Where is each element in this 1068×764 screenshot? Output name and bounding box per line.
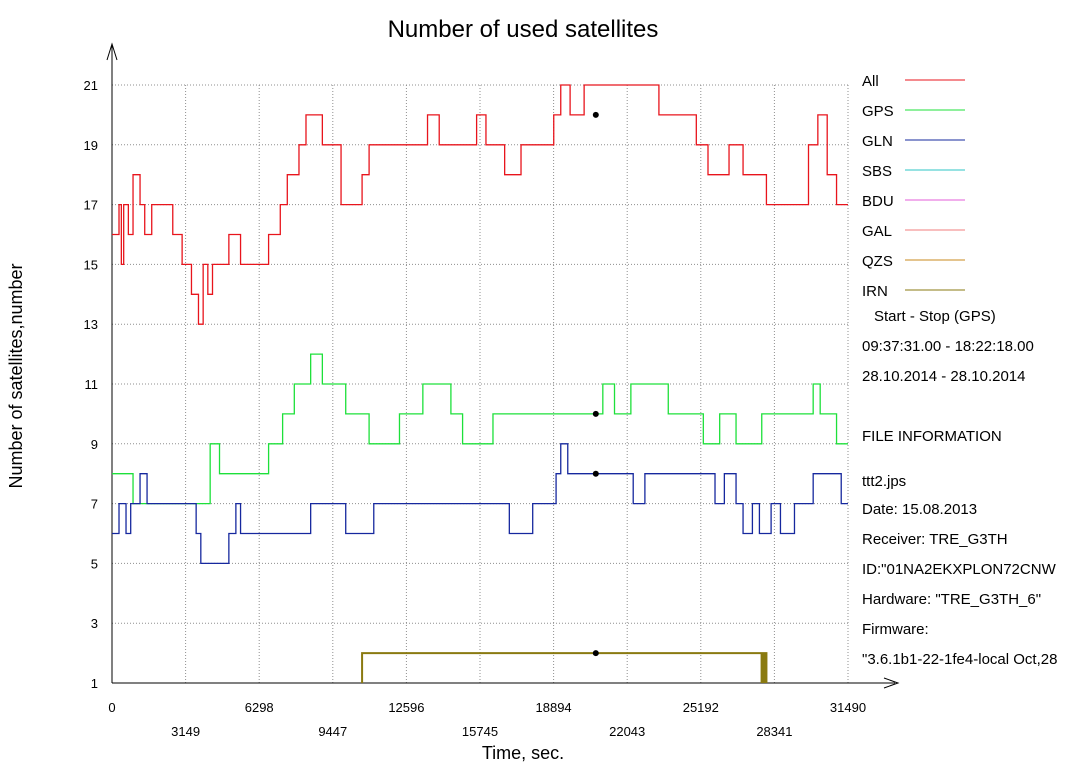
y-tick-label: 3	[91, 616, 98, 631]
y-axis-arrow	[106, 42, 118, 61]
marker-dot	[592, 470, 599, 477]
series-gps-line	[112, 353, 848, 505]
y-tick-label: 13	[84, 317, 98, 332]
y-tick-label: 7	[91, 497, 98, 512]
x-tick-label: 31490	[830, 700, 866, 715]
y-tick-label: 1	[91, 676, 98, 691]
chart-title: Number of used satellites	[388, 16, 659, 43]
legend-label-gal: GAL	[862, 223, 892, 240]
series-gal-line	[361, 652, 768, 683]
file-date: Date: 15.08.2013	[862, 501, 977, 518]
y-tick-label: 19	[84, 138, 98, 153]
x-tick-labels: 0 6298 12596 18894 25192 31490 3149 9447 15745 22…	[108, 700, 866, 739]
y-tick-label: 5	[91, 556, 98, 571]
y-axis-label: Number of satellites,number	[6, 263, 26, 488]
x-tick-label: 0	[108, 700, 115, 715]
file-info-header: FILE INFORMATION	[862, 428, 1002, 445]
receiver: Receiver: TRE_G3TH	[862, 531, 1008, 548]
y-tick-label: 15	[84, 257, 98, 272]
range-header: Start - Stop (GPS)	[874, 308, 996, 325]
grid	[112, 84, 849, 683]
y-tick-label: 11	[85, 377, 99, 392]
legend-label-irn: IRN	[862, 283, 888, 300]
axes	[106, 42, 900, 689]
info-panel: Start - Stop (GPS) 09:37:31.00 - 18:22:1…	[862, 308, 1057, 668]
marker-dot	[592, 111, 599, 118]
x-tick-label: 3149	[171, 724, 200, 739]
hardware: Hardware: "TRE_G3TH_6"	[862, 591, 1041, 608]
marker-dot	[592, 650, 599, 657]
firmware-value: "3.6.1b1-22-1fe4-local Oct,28	[862, 651, 1057, 668]
x-tick-label: 22043	[609, 724, 645, 739]
file-name: ttt2.jps	[862, 473, 906, 490]
series-all-line	[112, 84, 848, 325]
legend-label-sbs: SBS	[862, 163, 892, 180]
receiver-id: ID:"01NA2EKXPLON72CNW	[862, 561, 1057, 578]
legend-label-gln: GLN	[862, 133, 893, 150]
x-tick-label: 12596	[388, 700, 424, 715]
series-lines	[112, 84, 848, 683]
x-tick-label: 18894	[536, 700, 572, 715]
x-tick-label: 9447	[318, 724, 347, 739]
series-irn-line	[361, 652, 768, 683]
legend-label-qzs: QZS	[862, 253, 893, 270]
marker-dot	[592, 410, 599, 417]
legend-label-bdu: BDU	[862, 193, 894, 210]
x-tick-label: 6298	[245, 700, 274, 715]
legend-label-gps: GPS	[862, 103, 894, 120]
x-tick-label: 15745	[462, 724, 498, 739]
x-tick-label: 25192	[683, 700, 719, 715]
markers	[592, 111, 599, 657]
x-axis-label: Time, sec.	[482, 743, 564, 763]
date-range: 28.10.2014 - 28.10.2014	[862, 368, 1025, 385]
legend-label-all: All	[862, 73, 879, 90]
irn-end-block	[760, 653, 767, 683]
y-tick-label: 21	[84, 78, 98, 93]
series-gln-line	[112, 443, 848, 565]
y-tick-label: 17	[84, 198, 98, 213]
time-range: 09:37:31.00 - 18:22:18.00	[862, 338, 1034, 355]
x-axis-arrow	[883, 677, 900, 689]
x-tick-label: 28341	[756, 724, 792, 739]
firmware-label: Firmware:	[862, 621, 929, 638]
y-tick-label: 9	[91, 437, 98, 452]
legend: All GPS GLN SBS BDU GAL QZS IRN	[862, 73, 965, 300]
